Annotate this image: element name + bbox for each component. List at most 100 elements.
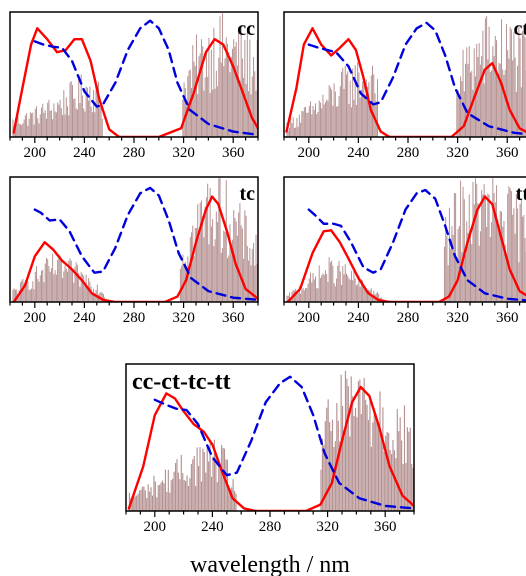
histogram-bar xyxy=(243,258,245,302)
histogram-bar xyxy=(286,295,288,302)
histogram-bar xyxy=(209,440,211,511)
histogram-bar xyxy=(344,370,347,511)
histogram-bar xyxy=(144,490,146,511)
histogram-bar xyxy=(331,419,334,511)
histogram-bar xyxy=(360,414,362,511)
histogram-bar xyxy=(503,220,505,302)
histogram-bar xyxy=(143,486,145,511)
histogram-bar xyxy=(250,265,252,302)
histogram-bar xyxy=(146,498,148,511)
histogram-bar xyxy=(349,279,351,302)
histogram-bar xyxy=(225,459,227,511)
histogram-bar xyxy=(360,89,362,137)
histogram-bar xyxy=(208,244,210,302)
x-tick-label: 320 xyxy=(316,519,339,535)
histogram-bar xyxy=(313,279,315,302)
histogram-bar xyxy=(412,468,414,511)
histogram-bar xyxy=(222,248,224,302)
histogram-bar xyxy=(515,91,517,137)
histogram-bar xyxy=(246,246,248,302)
histogram-bar xyxy=(326,407,328,511)
histogram-bar xyxy=(468,194,470,302)
histogram-bar xyxy=(183,82,185,137)
histogram-bar xyxy=(339,271,341,302)
histogram-bar xyxy=(327,100,329,137)
solid-series-line xyxy=(127,385,414,511)
histogram-bar xyxy=(76,109,78,137)
x-axis: 200 240 280 320 360 xyxy=(9,137,259,161)
histogram-bar xyxy=(339,441,341,511)
histogram-bar xyxy=(236,65,238,137)
histogram-bar xyxy=(223,66,225,137)
histogram-bar xyxy=(49,110,51,137)
histogram-bar xyxy=(378,293,380,302)
histogram-bar xyxy=(349,80,351,137)
histogram-bar xyxy=(50,268,52,302)
histogram-bar xyxy=(332,265,334,302)
histogram-bar xyxy=(329,87,331,137)
histogram-bar xyxy=(39,114,41,137)
histogram-bar xyxy=(42,103,44,137)
histogram-bar xyxy=(350,376,352,511)
histogram-bar xyxy=(331,260,333,302)
histogram-bar xyxy=(154,481,156,511)
histogram-bar xyxy=(48,266,50,302)
histogram-bar xyxy=(210,49,212,137)
histogram-bar xyxy=(249,248,251,302)
histogram-bar xyxy=(199,447,201,511)
histogram-bar xyxy=(31,288,33,302)
histogram-bar xyxy=(187,485,190,511)
histogram-bar xyxy=(359,97,361,137)
histogram-bar xyxy=(181,265,183,302)
histogram-bar xyxy=(323,274,325,302)
histogram-bar xyxy=(235,41,237,137)
histogram-bar xyxy=(372,295,374,302)
histogram-bar xyxy=(169,492,171,511)
histogram-bar xyxy=(37,118,39,137)
histogram-bar xyxy=(362,280,364,302)
histogram-bar xyxy=(58,254,60,302)
histogram-bar xyxy=(489,71,491,137)
histogram-bar xyxy=(466,47,468,137)
histogram-bar xyxy=(501,211,502,302)
histogram-bar xyxy=(502,226,504,302)
histogram-bar xyxy=(229,488,231,511)
histogram-bar xyxy=(505,254,507,302)
histogram-bar xyxy=(510,29,512,137)
histogram-bar xyxy=(507,193,509,302)
histogram-bar xyxy=(338,96,340,137)
histogram-bar xyxy=(481,56,483,137)
histogram-bar xyxy=(517,65,519,137)
histogram-bar xyxy=(354,65,356,137)
histogram-bar xyxy=(243,77,245,137)
histogram-bar xyxy=(101,292,103,302)
histogram-bar xyxy=(151,495,154,511)
histogram-bar xyxy=(307,112,309,137)
histogram-bar xyxy=(305,106,307,137)
histogram-bar xyxy=(32,281,34,302)
histogram-bar xyxy=(447,265,449,302)
panel-ct: 200 240 280 320 360 ct xyxy=(283,11,526,161)
histogram-bar xyxy=(499,210,501,302)
histogram-bar xyxy=(457,90,459,137)
histogram-bar xyxy=(319,102,321,137)
histogram-bar xyxy=(26,280,28,302)
histogram-bar xyxy=(395,458,397,511)
x-tick-label: 200 xyxy=(24,310,47,326)
histogram-bar xyxy=(468,46,470,137)
histogram-bar xyxy=(241,58,243,137)
histogram-bar xyxy=(471,244,473,302)
histogram-bar xyxy=(205,50,207,137)
histogram-bar xyxy=(311,282,313,302)
x-tick-label: 240 xyxy=(73,310,96,326)
histogram-bar xyxy=(215,211,217,302)
histogram-bar xyxy=(359,286,361,302)
histogram-bar xyxy=(150,487,152,511)
histogram-bar xyxy=(208,461,210,511)
histogram-bar xyxy=(133,492,135,511)
histogram-bar xyxy=(479,64,481,137)
histogram-bar xyxy=(204,77,206,137)
histogram-bar xyxy=(163,483,165,511)
histogram-bar xyxy=(182,472,184,511)
